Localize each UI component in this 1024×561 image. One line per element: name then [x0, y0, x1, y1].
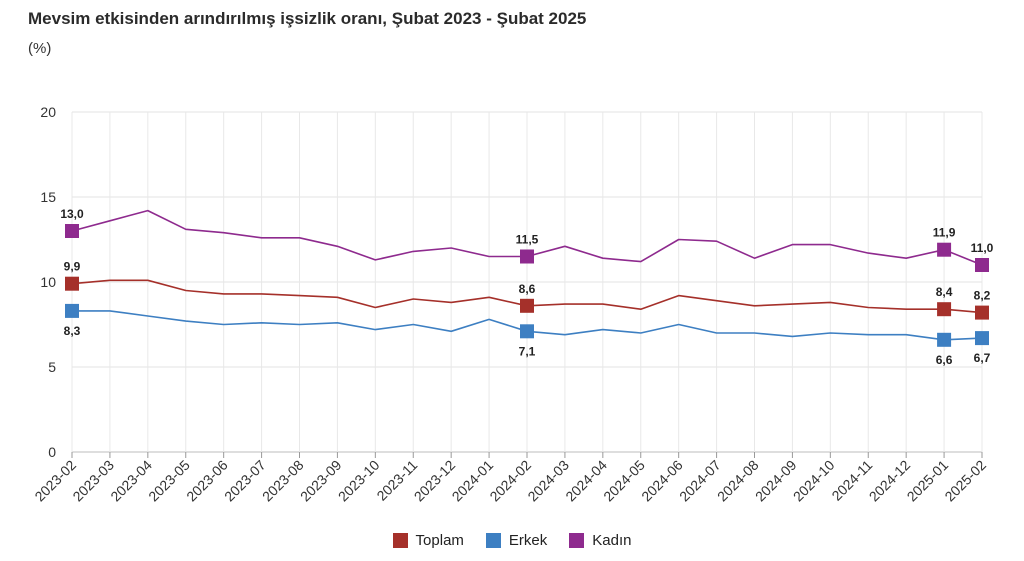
- data-point-marker: [520, 324, 534, 339]
- x-tick-label: 2023-06: [183, 457, 231, 505]
- y-tick-label: 0: [48, 444, 56, 460]
- legend-label: Toplam: [415, 532, 464, 549]
- x-tick-label: 2024-12: [866, 457, 914, 505]
- y-tick-label: 15: [40, 189, 56, 205]
- data-point-marker: [937, 242, 952, 257]
- legend-item-kadın[interactable]: Kadın: [569, 532, 631, 549]
- legend-item-erkek[interactable]: Erkek: [485, 532, 548, 549]
- x-tick-label: 2024-02: [486, 457, 534, 505]
- legend-label: Erkek: [508, 532, 548, 549]
- data-point-marker: [520, 298, 534, 313]
- x-tick-label: 2024-07: [676, 457, 724, 505]
- x-tick-label: 2023-03: [69, 457, 117, 505]
- x-tick-label: 2024-06: [638, 457, 686, 505]
- x-tick-label: 2025-01: [904, 457, 952, 505]
- x-tick-label: 2023-12: [411, 457, 459, 505]
- x-tick-label: 2023-09: [297, 457, 345, 505]
- x-tick-label: 2024-04: [562, 457, 610, 505]
- legend-item-toplam[interactable]: Toplam: [392, 532, 464, 549]
- legend-swatch: [392, 533, 408, 548]
- x-tick-label: 2024-08: [714, 457, 762, 505]
- data-label: 11,5: [516, 233, 539, 247]
- data-label: 11,0: [971, 241, 994, 255]
- x-tick-label: 2024-03: [524, 457, 572, 505]
- y-tick-label: 10: [40, 274, 56, 290]
- x-tick-label: 2025-02: [941, 457, 989, 505]
- data-label: 8,4: [936, 285, 953, 299]
- x-tick-label: 2024-01: [449, 457, 497, 505]
- data-point-marker: [975, 305, 989, 320]
- x-tick-label: 2023-04: [107, 457, 155, 505]
- legend-swatch: [485, 533, 501, 548]
- legend-label: Kadın: [592, 532, 632, 549]
- x-tick-label: 2023-08: [259, 457, 307, 505]
- data-label: 11,9: [933, 226, 956, 240]
- data-label: 6,7: [974, 351, 991, 365]
- data-point-marker: [937, 332, 952, 347]
- x-tick-label: 2023-07: [221, 457, 269, 505]
- data-label: 8,2: [974, 289, 991, 303]
- y-tick-label: 5: [48, 359, 56, 375]
- data-point-marker: [65, 224, 79, 238]
- x-tick-label: 2023-10: [335, 457, 383, 505]
- data-point-marker: [65, 303, 79, 318]
- data-point-marker: [65, 276, 79, 291]
- data-point-marker: [520, 249, 534, 264]
- data-label: 13,0: [60, 207, 84, 221]
- data-point-marker: [975, 331, 989, 346]
- data-label: 8,3: [64, 324, 81, 338]
- data-label: 7,1: [519, 344, 536, 358]
- x-tick-label: 2024-10: [790, 457, 838, 505]
- legend: Toplam Erkek Kadın: [0, 532, 1024, 549]
- x-tick-label: 2024-05: [600, 457, 648, 505]
- data-label: 9,9: [64, 260, 81, 274]
- unit-label: (%): [28, 40, 52, 57]
- data-point-marker: [937, 302, 952, 317]
- y-tick-label: 20: [40, 104, 56, 120]
- x-tick-label: 2024-09: [752, 457, 800, 505]
- data-label: 8,6: [519, 282, 536, 296]
- chart-title: Mevsim etkisinden arındırılmış işsizlik …: [28, 9, 587, 28]
- data-point-marker: [975, 258, 989, 272]
- x-tick-label: 2023-02: [31, 457, 79, 505]
- x-tick-label: 2023-05: [145, 457, 193, 505]
- data-label: 6,6: [936, 353, 953, 367]
- legend-swatch: [569, 533, 585, 548]
